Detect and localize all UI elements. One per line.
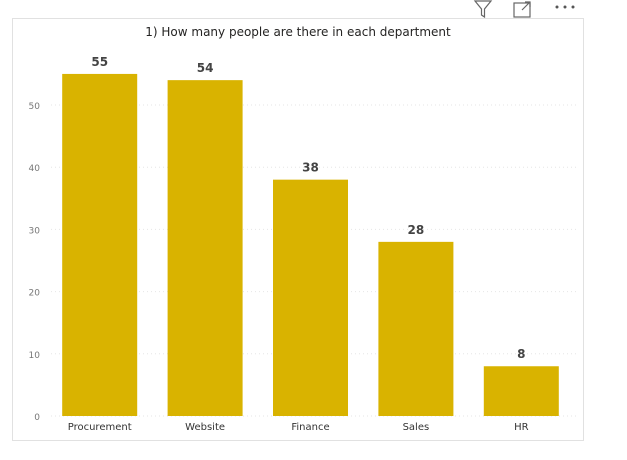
data-label: 8 [517, 347, 525, 361]
y-tick-label: 0 [34, 413, 40, 423]
bar-finance[interactable] [273, 179, 348, 416]
data-label: 28 [408, 223, 425, 237]
chart-title: 1) How many people are there in each dep… [145, 25, 451, 39]
data-label: 55 [91, 55, 108, 69]
x-tick-label: Procurement [68, 422, 132, 433]
y-tick-label: 50 [29, 102, 41, 112]
bar-website[interactable] [167, 80, 243, 416]
data-label: 38 [302, 161, 319, 175]
visual-header-toolbar [470, 0, 590, 18]
x-tick-label: HR [514, 422, 529, 433]
x-tick-label: Sales [403, 422, 430, 433]
bar-procurement[interactable] [62, 73, 138, 417]
bar-hr[interactable] [483, 366, 559, 416]
filter-icon[interactable] [472, 0, 494, 18]
y-tick-label: 30 [29, 226, 41, 236]
focus-mode-icon[interactable] [512, 0, 534, 18]
y-tick-label: 20 [29, 289, 41, 299]
y-tick-label: 40 [29, 164, 41, 174]
chart-canvas: 0 10 20 30 40 50 55 Procurement 54 Website 38 Finan… [29, 55, 578, 433]
bar-chart-visual[interactable]: 1) How many people are there in each dep… [12, 18, 584, 441]
data-label: 54 [197, 61, 214, 75]
x-tick-label: Website [185, 422, 225, 433]
bar-sales[interactable] [378, 241, 454, 416]
x-tick-label: Finance [291, 422, 329, 433]
y-tick-label: 10 [29, 351, 41, 361]
more-options-icon[interactable] [552, 0, 582, 18]
